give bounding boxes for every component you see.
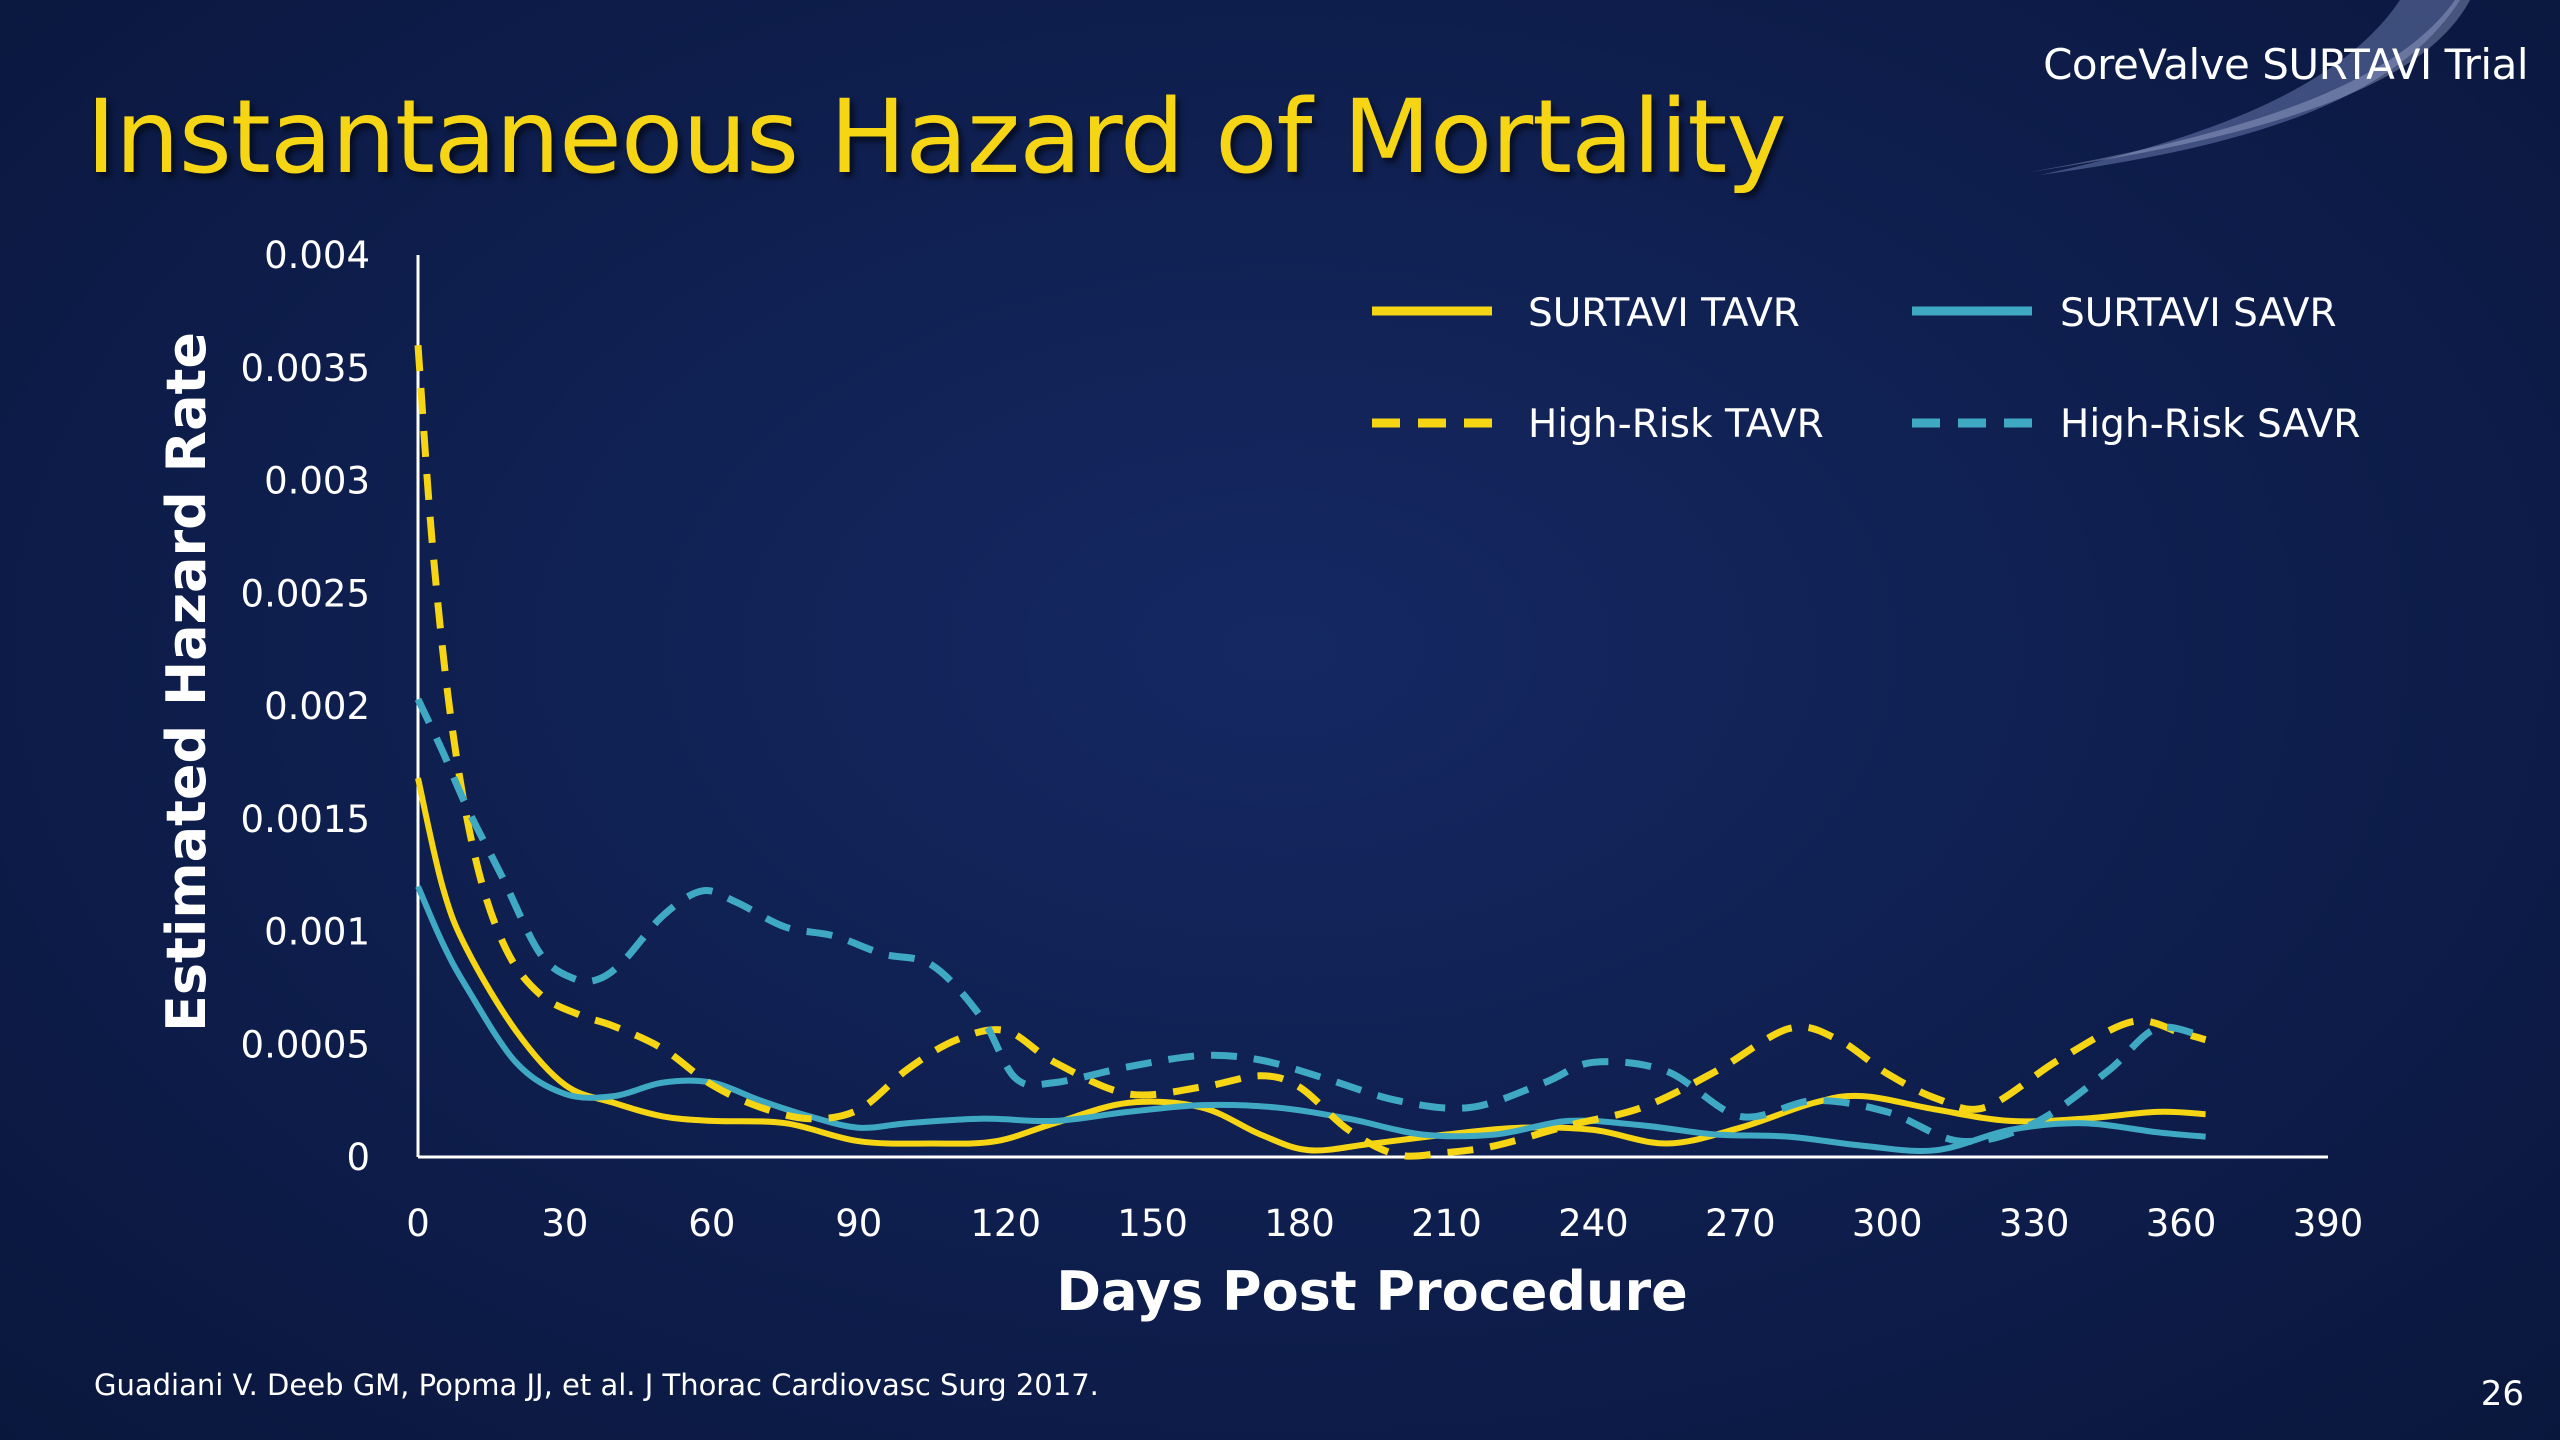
legend-label-surtavi-savr: SURTAVI SAVR xyxy=(2060,291,2337,336)
citation: Guadiani V. Deeb GM, Popma JJ, et al. J … xyxy=(94,1368,1099,1402)
slide-title: Instantaneous Hazard of Mortality xyxy=(86,78,1787,197)
y-tick-label: 0.002 xyxy=(264,685,370,728)
x-tick-label: 30 xyxy=(541,1202,588,1245)
x-tick-labels: 0 30 60 90 120 150 180 210 240 270 300 330 360 390 xyxy=(406,1202,2363,1245)
x-tick-label: 60 xyxy=(688,1202,735,1245)
legend-label-high-risk-savr: High-Risk SAVR xyxy=(2060,402,2360,447)
x-tick-label: 360 xyxy=(2146,1202,2217,1245)
x-tick-label: 180 xyxy=(1264,1202,1335,1245)
series-lines xyxy=(414,344,2207,1160)
series-line-surtavi-savr xyxy=(415,885,2206,1154)
legend-label-surtavi-tavr: SURTAVI TAVR xyxy=(1528,291,1800,336)
x-tick-label: 330 xyxy=(1999,1202,2070,1245)
x-tick-label: 240 xyxy=(1558,1202,1629,1245)
x-tick-label: 150 xyxy=(1117,1202,1188,1245)
x-tick-label: 270 xyxy=(1705,1202,1776,1245)
x-tick-label: 0 xyxy=(406,1202,430,1245)
x-tick-label: 90 xyxy=(835,1202,882,1245)
y-tick-label: 0.004 xyxy=(264,234,370,277)
series-line-high-risk-savr xyxy=(414,697,2207,1145)
y-tick-label: 0.001 xyxy=(264,911,370,954)
x-tick-label: 300 xyxy=(1852,1202,1923,1245)
y-tick-label: 0.003 xyxy=(264,460,370,503)
chart-axes xyxy=(416,255,2328,1159)
y-tick-label: 0.0015 xyxy=(241,798,370,841)
y-tick-label: 0.0025 xyxy=(241,572,370,615)
y-axis-title: Estimated Hazard Rate xyxy=(155,332,218,1032)
x-tick-label: 390 xyxy=(2293,1202,2364,1245)
y-tick-label: 0.0035 xyxy=(241,347,370,390)
legend-label-high-risk-tavr: High-Risk TAVR xyxy=(1528,402,1824,447)
x-tick-label: 210 xyxy=(1411,1202,1482,1245)
y-tick-label: 0 xyxy=(346,1136,370,1179)
x-axis-title: Days Post Procedure xyxy=(1056,1260,1687,1323)
series-line-high-risk-tavr xyxy=(414,344,2207,1160)
brand-label: CoreValve SURTAVI Trial xyxy=(2043,40,2528,89)
swoosh-decoration xyxy=(2030,0,2470,175)
y-tick-labels: 0 0.0005 0.001 0.0015 0.002 0.0025 0.003 0.0035… xyxy=(241,234,370,1179)
x-tick-label: 120 xyxy=(970,1202,1041,1245)
chart-legend: SURTAVI TAVR SURTAVI SAVR High-Risk TAVR… xyxy=(1372,291,2360,447)
page-number: 26 xyxy=(2480,1374,2524,1414)
y-tick-label: 0.0005 xyxy=(241,1023,370,1066)
